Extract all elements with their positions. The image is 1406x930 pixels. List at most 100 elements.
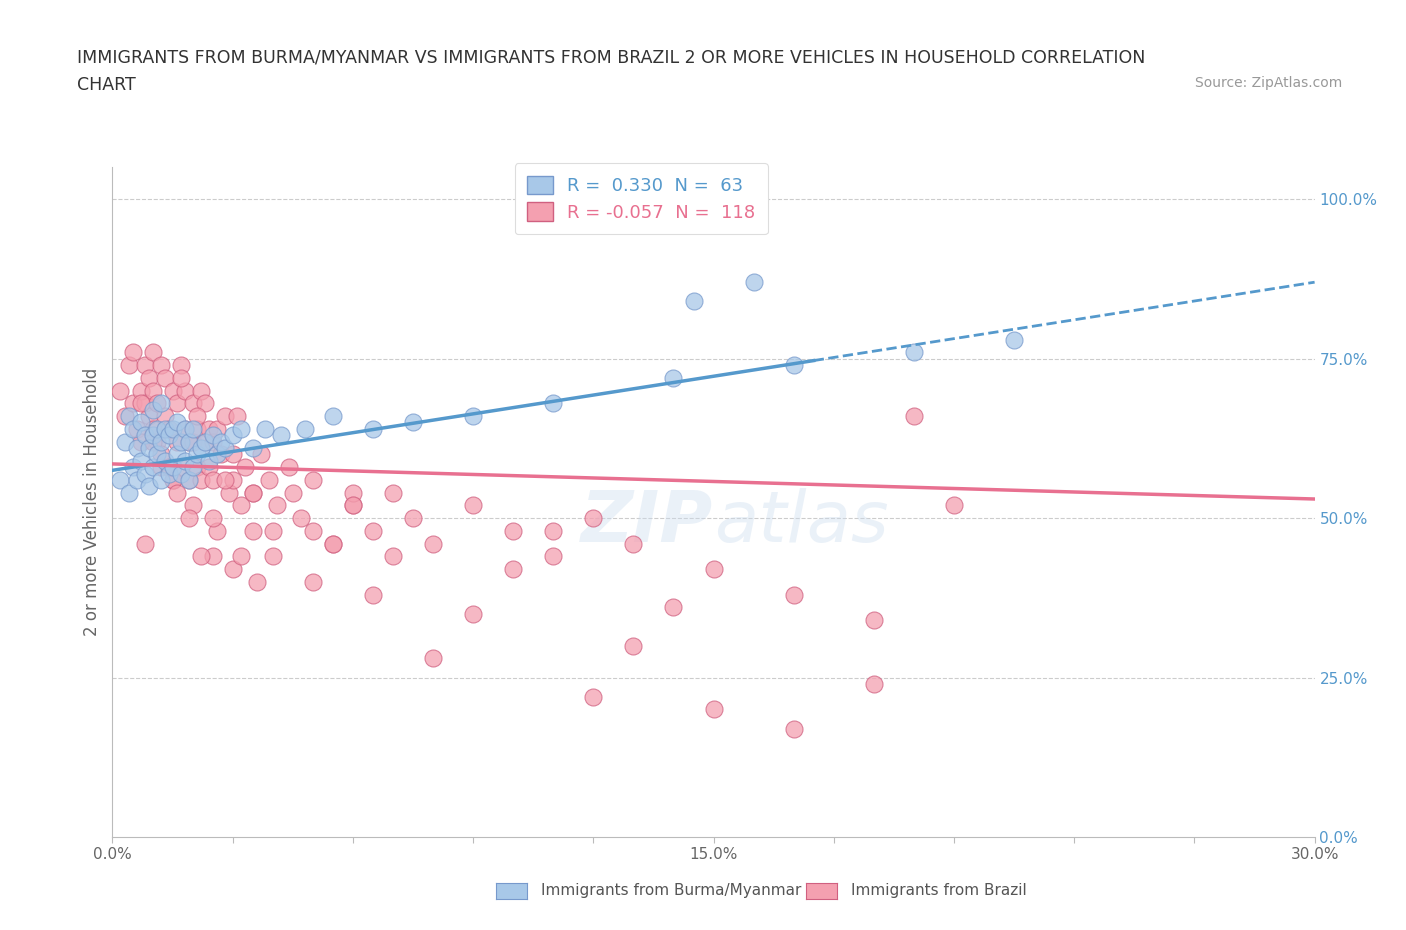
Point — [461, 408, 484, 423]
Point — [294, 421, 316, 436]
Point — [177, 472, 200, 487]
Point — [782, 587, 804, 602]
Point — [186, 421, 208, 436]
Point — [141, 428, 163, 443]
Point — [782, 721, 804, 736]
Point — [222, 447, 245, 462]
Point — [222, 562, 245, 577]
Point — [141, 345, 163, 360]
Point — [141, 459, 163, 474]
Point — [149, 396, 172, 411]
Text: Immigrants from Brazil: Immigrants from Brazil — [851, 884, 1026, 898]
Point — [181, 434, 204, 449]
Point — [662, 370, 685, 385]
Point — [134, 466, 156, 481]
Point — [149, 447, 172, 462]
Point — [125, 421, 148, 436]
Point — [863, 613, 886, 628]
Point — [162, 421, 184, 436]
Point — [682, 294, 704, 309]
Point — [222, 472, 245, 487]
Point — [290, 511, 312, 525]
Point — [342, 498, 364, 512]
Point — [382, 485, 405, 500]
Point — [190, 472, 212, 487]
Point — [209, 434, 232, 449]
Text: IMMIGRANTS FROM BURMA/MYANMAR VS IMMIGRANTS FROM BRAZIL 2 OR MORE VEHICLES IN HO: IMMIGRANTS FROM BURMA/MYANMAR VS IMMIGRA… — [77, 48, 1146, 66]
Point — [149, 434, 172, 449]
Point — [169, 358, 191, 373]
Point — [177, 511, 200, 525]
Point — [742, 274, 765, 289]
Point — [141, 421, 163, 436]
Point — [149, 358, 172, 373]
Point — [302, 472, 325, 487]
Point — [173, 383, 195, 398]
Point — [169, 459, 191, 474]
Point — [205, 421, 228, 436]
Point — [382, 549, 405, 564]
Point — [209, 447, 232, 462]
Point — [138, 479, 160, 494]
Point — [621, 537, 644, 551]
Point — [322, 537, 344, 551]
Text: CHART: CHART — [77, 76, 136, 94]
Point — [662, 600, 685, 615]
Point — [117, 358, 139, 373]
Point — [181, 421, 204, 436]
Point — [121, 421, 143, 436]
Point — [134, 537, 156, 551]
Point — [173, 453, 195, 468]
Point — [166, 415, 188, 430]
Legend: R =  0.330  N =  63, R = -0.057  N =  118: R = 0.330 N = 63, R = -0.057 N = 118 — [515, 163, 768, 234]
Text: ZIP: ZIP — [581, 488, 713, 557]
Point — [233, 459, 256, 474]
Point — [242, 441, 264, 456]
Point — [229, 421, 252, 436]
Point — [181, 396, 204, 411]
Point — [201, 434, 224, 449]
Point — [461, 498, 484, 512]
Point — [201, 511, 224, 525]
Point — [543, 524, 565, 538]
Point — [942, 498, 965, 512]
Point — [302, 575, 325, 590]
Point — [114, 408, 136, 423]
Point — [218, 485, 240, 500]
Point — [145, 447, 167, 462]
Point — [194, 434, 217, 449]
Point — [134, 396, 156, 411]
Point — [201, 472, 224, 487]
Point — [138, 408, 160, 423]
Point — [543, 396, 565, 411]
Point — [145, 434, 167, 449]
Point — [197, 453, 219, 468]
Point — [141, 383, 163, 398]
Point — [110, 383, 132, 398]
Point — [169, 434, 191, 449]
Point — [194, 396, 217, 411]
Point — [903, 408, 925, 423]
Point — [177, 434, 200, 449]
Point — [121, 459, 143, 474]
Point — [402, 415, 425, 430]
Point — [134, 358, 156, 373]
Point — [257, 472, 280, 487]
Point — [229, 498, 252, 512]
Point — [166, 485, 188, 500]
Point — [205, 524, 228, 538]
Point — [114, 434, 136, 449]
Point — [141, 434, 163, 449]
Point — [903, 345, 925, 360]
Point — [205, 447, 228, 462]
Point — [242, 485, 264, 500]
Point — [149, 459, 172, 474]
Point — [129, 383, 152, 398]
Point — [162, 472, 184, 487]
Point — [117, 485, 139, 500]
Point — [222, 428, 245, 443]
Point — [166, 447, 188, 462]
Point — [149, 472, 172, 487]
Point — [153, 408, 176, 423]
Point — [225, 408, 247, 423]
